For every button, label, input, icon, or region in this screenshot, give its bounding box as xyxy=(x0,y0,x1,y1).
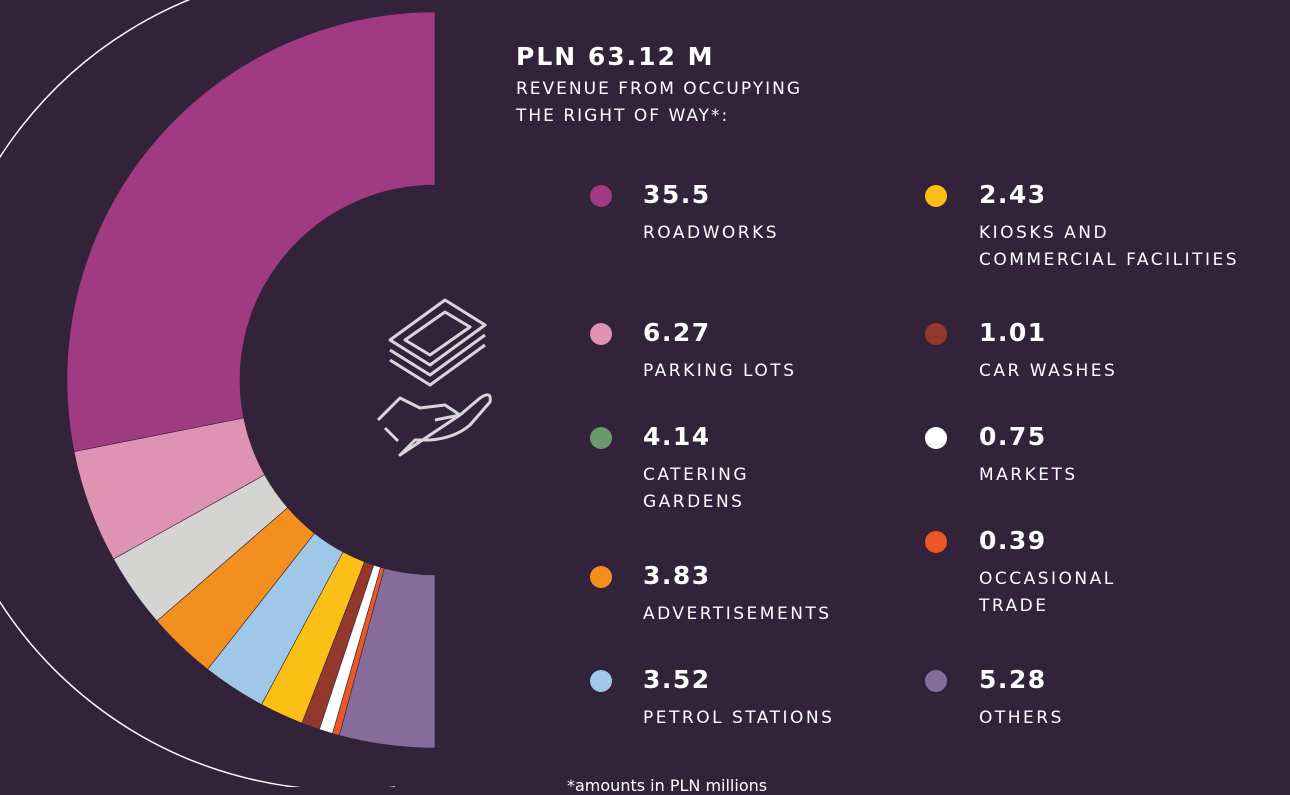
legend-value: 0.75 xyxy=(979,422,1047,451)
legend-label: PETROL STATIONS xyxy=(643,708,835,728)
legend-value: 2.43 xyxy=(979,180,1047,209)
legend-marker xyxy=(590,566,612,588)
legend-label: PARKING LOTS xyxy=(643,361,797,381)
footnote: *amounts in PLN millions xyxy=(567,776,768,795)
legend-label: CATERING GARDENS xyxy=(643,465,750,512)
legend-label: ROADWORKS xyxy=(643,223,780,243)
legend-marker xyxy=(925,185,947,207)
donut-segment xyxy=(339,567,436,749)
legend-value: 3.52 xyxy=(643,665,711,694)
title: PLN 63.12 M xyxy=(516,42,715,71)
subtitle: REVENUE FROM OCCUPYING THE RIGHT OF WAY*… xyxy=(516,79,803,126)
legend-label: KIOSKS AND COMMERCIAL FACILITIES xyxy=(979,223,1240,270)
legend-marker xyxy=(925,670,947,692)
legend-marker xyxy=(590,185,612,207)
legend-label: OTHERS xyxy=(979,708,1064,728)
legend-value: 1.01 xyxy=(979,318,1047,347)
legend-marker xyxy=(925,531,947,553)
legend-label: MARKETS xyxy=(979,465,1078,485)
legend-value: 4.14 xyxy=(643,422,711,451)
legend-marker xyxy=(925,427,947,449)
legend-value: 0.39 xyxy=(979,526,1047,555)
legend-label: OCCASIONAL TRADE xyxy=(979,569,1116,616)
legend-value: 6.27 xyxy=(643,318,711,347)
outer-ring xyxy=(0,0,395,787)
legend-marker xyxy=(590,427,612,449)
money-icon xyxy=(376,298,492,457)
donut-segment xyxy=(66,11,436,453)
legend-value: 3.83 xyxy=(643,561,711,590)
legend-marker xyxy=(590,670,612,692)
legend-marker xyxy=(925,323,947,345)
legend-label: CAR WASHES xyxy=(979,361,1118,381)
legend-marker xyxy=(590,323,612,345)
legend-value: 5.28 xyxy=(979,665,1047,694)
legend-value: 35.5 xyxy=(643,180,711,209)
legend-label: ADVERTISEMENTS xyxy=(643,604,832,624)
